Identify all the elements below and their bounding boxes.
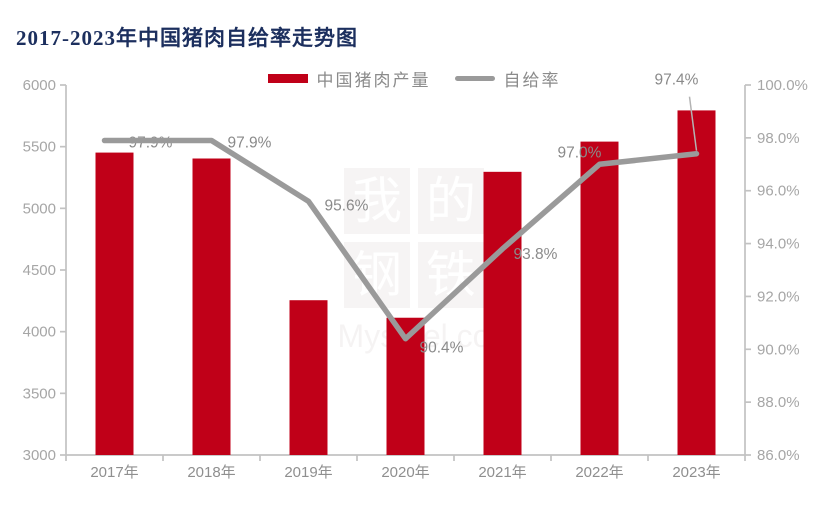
right-axis-tick-label: 92.0% [757, 288, 800, 305]
left-axis-tick-label: 5000 [23, 200, 56, 217]
line-series-swatch-icon [454, 76, 495, 81]
right-axis-tick-label: 94.0% [757, 236, 800, 253]
label-leader-line [688, 96, 698, 151]
line-data-label: 97.4% [655, 72, 699, 89]
x-axis: 2017年 2018年 2019年 2020年 2021年 2022年 2023年 [65, 455, 746, 481]
legend-label-rate: 自给率 [503, 71, 561, 90]
legend-label-production: 中国猪肉产量 [316, 71, 431, 90]
x-axis-category-label: 2021年 [478, 464, 526, 481]
x-axis-category-label: 2017年 [90, 464, 138, 481]
legend-item-rate: 自给率 [454, 66, 561, 91]
left-axis-tick-label: 3000 [23, 447, 56, 464]
right-axis-tick-label: 88.0% [757, 394, 800, 411]
right-axis-tick-label: 86.0% [757, 447, 800, 464]
line-data-label: 95.6% [325, 197, 369, 214]
left-axis-tick-label: 5500 [23, 139, 56, 156]
right-axis: 100.0% 98.0% 96.0% 94.0% 92.0% 90.0% 88.0% 86.0… [745, 77, 808, 464]
right-axis-tick-label: 96.0% [757, 183, 800, 200]
x-axis-category-label: 2018年 [187, 464, 235, 481]
line-data-label: 97.9% [228, 135, 272, 152]
line-data-label: 93.8% [514, 246, 558, 263]
x-axis-category-label: 2019年 [284, 464, 332, 481]
right-axis-tick-label: 100.0% [757, 77, 808, 94]
chart-legend: 中国猪肉产量 自给率 [0, 66, 828, 91]
left-axis: 6000 5500 5000 4500 4000 3500 3000 [23, 77, 66, 464]
right-axis-tick-label: 98.0% [757, 130, 800, 147]
line-data-label: 97.0% [558, 144, 602, 161]
bar-series-swatch-icon [267, 74, 308, 83]
left-axis-tick-label: 4000 [23, 324, 56, 341]
line-series [101, 137, 700, 342]
x-axis-category-label: 2023年 [672, 464, 720, 481]
left-axis-tick-label: 3500 [23, 385, 56, 402]
legend-item-production: 中国猪肉产量 [267, 66, 431, 91]
bar [192, 158, 231, 456]
bar [483, 171, 522, 455]
page-title: 2017-2023年中国猪肉自给率走势图 [16, 26, 358, 51]
left-axis-tick-label: 6000 [23, 77, 56, 94]
bar-series [95, 110, 716, 456]
bar [580, 141, 619, 456]
x-axis-category-label: 2022年 [575, 464, 623, 481]
bar [95, 152, 134, 455]
line-data-label: 90.4% [420, 340, 464, 357]
left-axis-tick-label: 4500 [23, 262, 56, 279]
x-axis-category-label: 2020年 [381, 464, 429, 481]
bar [289, 300, 328, 455]
right-axis-tick-label: 90.0% [757, 341, 800, 358]
bar [677, 110, 716, 455]
